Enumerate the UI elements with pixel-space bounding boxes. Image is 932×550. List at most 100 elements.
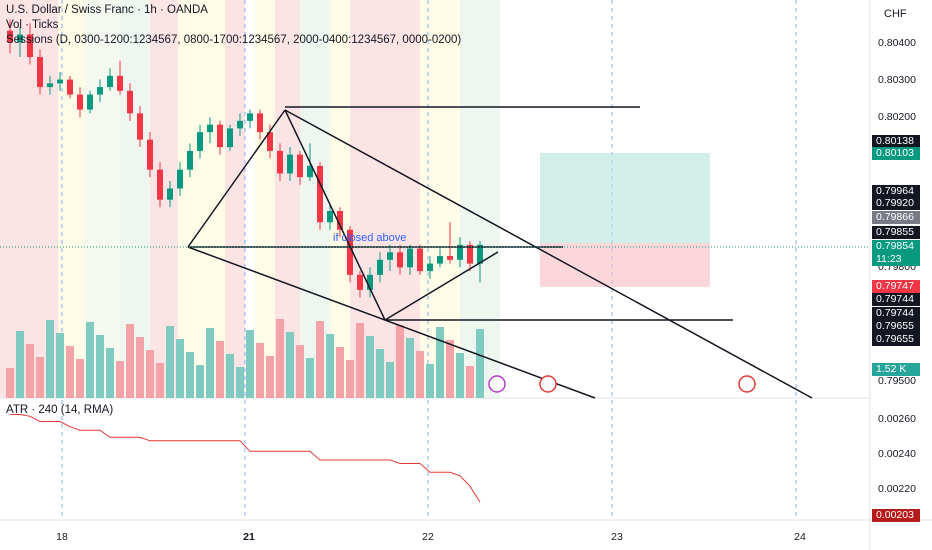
volume-bar bbox=[366, 336, 374, 398]
candle-body bbox=[307, 165, 313, 178]
candle-body bbox=[377, 259, 383, 275]
volume-bar bbox=[176, 339, 184, 398]
candle-body bbox=[337, 211, 343, 230]
candle-body bbox=[427, 263, 433, 272]
volume-bar bbox=[126, 324, 134, 398]
atr-tick-label: 0.00260 bbox=[878, 413, 916, 425]
price-tick-label: 0.79500 bbox=[878, 375, 916, 387]
annotation-text: if closed above bbox=[333, 232, 407, 244]
candle-body bbox=[477, 244, 483, 264]
candle-body bbox=[287, 154, 293, 174]
volume-bar bbox=[216, 341, 224, 398]
volume-bar bbox=[456, 353, 464, 398]
volume-bar bbox=[276, 319, 284, 398]
volume-bar bbox=[96, 335, 104, 398]
event-icon bbox=[539, 375, 557, 393]
volume-bar bbox=[396, 325, 404, 398]
pattern-line bbox=[284, 109, 386, 321]
stop-zone bbox=[540, 243, 710, 287]
atr-line bbox=[10, 414, 481, 503]
candle-body bbox=[47, 83, 53, 88]
price-tag: 11:23 bbox=[872, 253, 920, 266]
session-band bbox=[225, 0, 245, 398]
candle-body bbox=[147, 139, 153, 170]
candle-body bbox=[137, 113, 143, 140]
price-tag: 0.00203 bbox=[872, 509, 920, 522]
volume-bar bbox=[416, 351, 424, 398]
candle-body bbox=[357, 274, 363, 290]
candle-body bbox=[17, 34, 23, 42]
price-tag: 0.79747 bbox=[872, 280, 920, 293]
session-band bbox=[300, 0, 330, 398]
pattern-line bbox=[384, 251, 499, 321]
volume-bar bbox=[196, 365, 204, 398]
price-tag: 0.79964 bbox=[872, 185, 920, 198]
candle-body bbox=[167, 188, 173, 200]
time-tick-label: 18 bbox=[56, 531, 68, 543]
price-tick-label: 0.80200 bbox=[878, 111, 916, 123]
candle-body bbox=[327, 211, 333, 223]
volume-bar bbox=[436, 327, 444, 398]
volume-bar bbox=[356, 323, 364, 398]
price-tag: 0.79855 bbox=[872, 226, 920, 239]
candle-body bbox=[347, 229, 353, 275]
candle-body bbox=[457, 244, 463, 260]
volume-bar bbox=[86, 322, 94, 398]
volume-bar bbox=[466, 366, 474, 398]
candle-body bbox=[387, 252, 393, 260]
event-icon bbox=[738, 375, 756, 393]
volume-bar bbox=[296, 345, 304, 398]
candle-body bbox=[87, 94, 93, 110]
volume-bar bbox=[116, 361, 124, 398]
volume-bar bbox=[206, 328, 214, 398]
volume-bar bbox=[236, 367, 244, 398]
price-tag: 1.52 K bbox=[872, 363, 920, 376]
target-zone bbox=[540, 153, 710, 243]
atr-legend: ATR · 240 (14, RMA) bbox=[6, 404, 114, 416]
candle-body bbox=[37, 57, 43, 88]
candle-body bbox=[97, 87, 103, 95]
atr-tick-label: 0.00240 bbox=[878, 448, 916, 460]
volume-bar bbox=[306, 358, 314, 398]
volume-bar bbox=[406, 338, 414, 398]
candle-body bbox=[317, 165, 323, 223]
volume-bar bbox=[146, 350, 154, 398]
candle-body bbox=[67, 79, 73, 95]
volume-legend: Vol · Ticks bbox=[6, 19, 59, 31]
currency-label[interactable]: CHF bbox=[884, 8, 907, 20]
time-tick-label: 22 bbox=[422, 531, 434, 543]
volume-bar bbox=[326, 334, 334, 398]
candle-body bbox=[77, 94, 83, 110]
candle-body bbox=[467, 244, 473, 264]
sessions-legend: Sessions (D, 0300-1200:1234567, 0800-170… bbox=[6, 34, 462, 46]
candle-body bbox=[157, 169, 163, 200]
volume-bar bbox=[66, 346, 74, 398]
price-tag: 0.79854 bbox=[872, 240, 920, 253]
volume-bar bbox=[376, 349, 384, 398]
candle-body bbox=[187, 150, 193, 170]
volume-bar bbox=[186, 352, 194, 398]
wedge-top-line bbox=[284, 109, 813, 399]
volume-bar bbox=[16, 331, 24, 398]
session-band bbox=[255, 0, 275, 398]
volume-bar bbox=[476, 329, 484, 398]
candle-body bbox=[407, 248, 413, 268]
candle-body bbox=[197, 132, 203, 151]
time-tick-label: 23 bbox=[611, 531, 623, 543]
price-tick-label: 0.80400 bbox=[878, 37, 916, 49]
volume-bar bbox=[336, 347, 344, 398]
volume-bar bbox=[246, 330, 254, 398]
volume-bar bbox=[76, 359, 84, 398]
candle-body bbox=[447, 256, 453, 260]
wedge-bottom-line bbox=[187, 246, 596, 399]
volume-bar bbox=[26, 344, 34, 398]
volume-bar bbox=[386, 362, 394, 398]
candle-body bbox=[227, 128, 233, 148]
price-tag: 0.79655 bbox=[872, 320, 920, 333]
volume-bar bbox=[136, 337, 144, 398]
candle-body bbox=[297, 154, 303, 178]
price-tag: 0.79744 bbox=[872, 293, 920, 306]
session-band bbox=[330, 0, 350, 398]
time-tick-label: 24 bbox=[794, 531, 806, 543]
